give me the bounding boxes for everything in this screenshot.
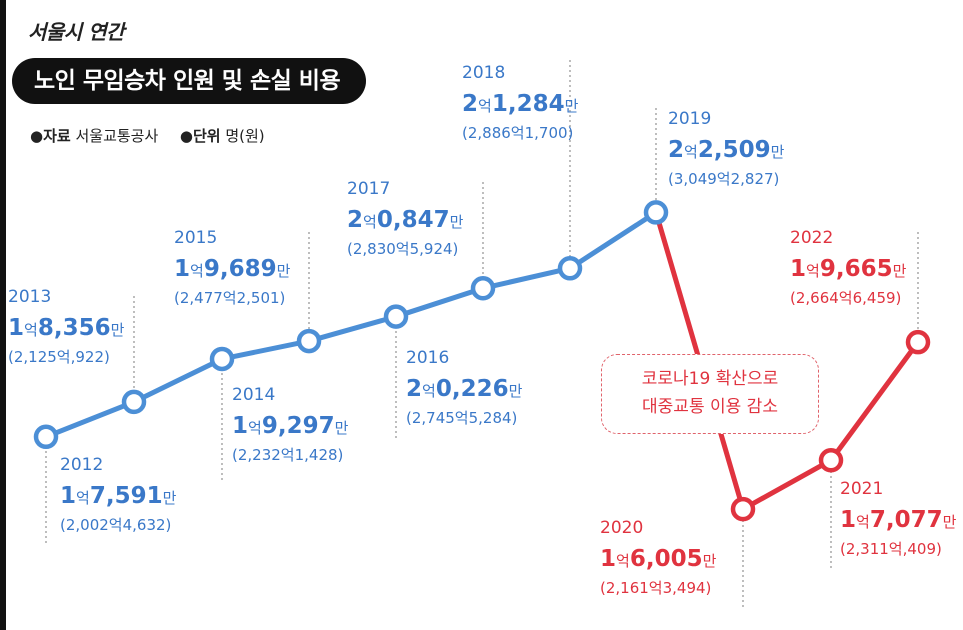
value-label-2019: 2억2,509만 [668,137,785,163]
value-label-2013: 1억8,356만 [8,315,125,341]
data-point-2017 [470,275,496,301]
data-point-2021 [818,447,844,473]
data-point-2022 [905,329,931,355]
line-segment-2012-2013 [43,399,137,440]
year-label-2017: 2017 [347,179,390,199]
year-label-2020: 2020 [600,518,643,538]
value-label-2015: 1억9,689만 [174,256,291,282]
value-label-2021: 1억7,077만 [840,507,957,533]
data-point-2020 [730,496,756,522]
line-segment-2014-2015 [219,338,312,362]
annotation-line-1: 코로나19 확산으로 [641,369,779,389]
cost-label-2019: (3,049억2,827) [668,170,779,188]
cost-label-2020: (2,161억3,494) [600,579,711,597]
cost-label-2017: (2,830억5,924) [347,240,458,258]
line-segment-2018-2019 [567,209,659,271]
year-label-2013: 2013 [8,287,51,307]
year-label-2018: 2018 [462,63,505,83]
data-point-2019 [643,200,669,225]
data-point-2018 [557,256,583,281]
data-point-2015 [296,328,322,354]
year-label-2019: 2019 [668,109,711,129]
value-label-2017: 2억0,847만 [347,207,464,233]
annotation-line-2: 대중교통 이용 감소 [642,397,778,417]
year-label-2021: 2021 [840,479,883,499]
year-label-2016: 2016 [406,348,449,368]
source-key: ●자료 [30,127,71,145]
year-label-2022: 2022 [790,228,833,248]
line-segment-2017-2018 [480,265,573,291]
cost-label-2013: (2,125억,922) [8,348,110,366]
year-label-2015: 2015 [174,228,217,248]
value-label-2018: 2억1,284만 [462,91,579,117]
data-point-2013 [121,389,147,415]
unit-value: 명(원) [225,127,265,145]
source-value: 서울교통공사 [75,127,159,145]
covid-annotation: 코로나19 확산으로 대중교통 이용 감소 [601,354,819,434]
cost-label-2022: (2,664억6,459) [790,289,901,307]
line-segment-2015-2016 [306,314,399,344]
value-label-2014: 1억9,297만 [232,413,349,439]
value-label-2016: 2억0,226만 [406,376,523,402]
cost-label-2016: (2,745억5,284) [406,409,517,427]
cost-label-2018: (2,886억1,700) [462,124,573,142]
cost-label-2012: (2,002억4,632) [60,516,171,534]
value-label-2020: 1억6,005만 [600,546,717,572]
source-line: ●자료 서울교통공사 ●단위 명(원) [30,125,265,146]
chart-subtitle: 서울시 연간 [28,20,124,44]
data-point-2012 [33,424,59,450]
left-edge-bar [0,0,6,630]
unit-key: ●단위 [179,127,221,145]
chart-title: 노인 무임승차 인원 및 손실 비용 [12,58,367,104]
cost-label-2015: (2,477억2,501) [174,289,285,307]
value-label-2022: 1억9,665만 [790,256,907,282]
data-point-2014 [209,346,235,372]
year-label-2014: 2014 [232,385,275,405]
year-label-2012: 2012 [60,455,103,475]
line-segment-2020-2021 [740,457,834,512]
line-segment-2016-2017 [393,285,486,320]
value-label-2012: 1억7,591만 [60,483,177,509]
data-point-2016 [383,304,409,329]
cost-label-2021: (2,311억,409) [840,540,942,558]
line-segment-2021-2022 [828,339,921,463]
cost-label-2014: (2,232억1,428) [232,446,343,464]
line-segment-2013-2014 [131,356,225,405]
